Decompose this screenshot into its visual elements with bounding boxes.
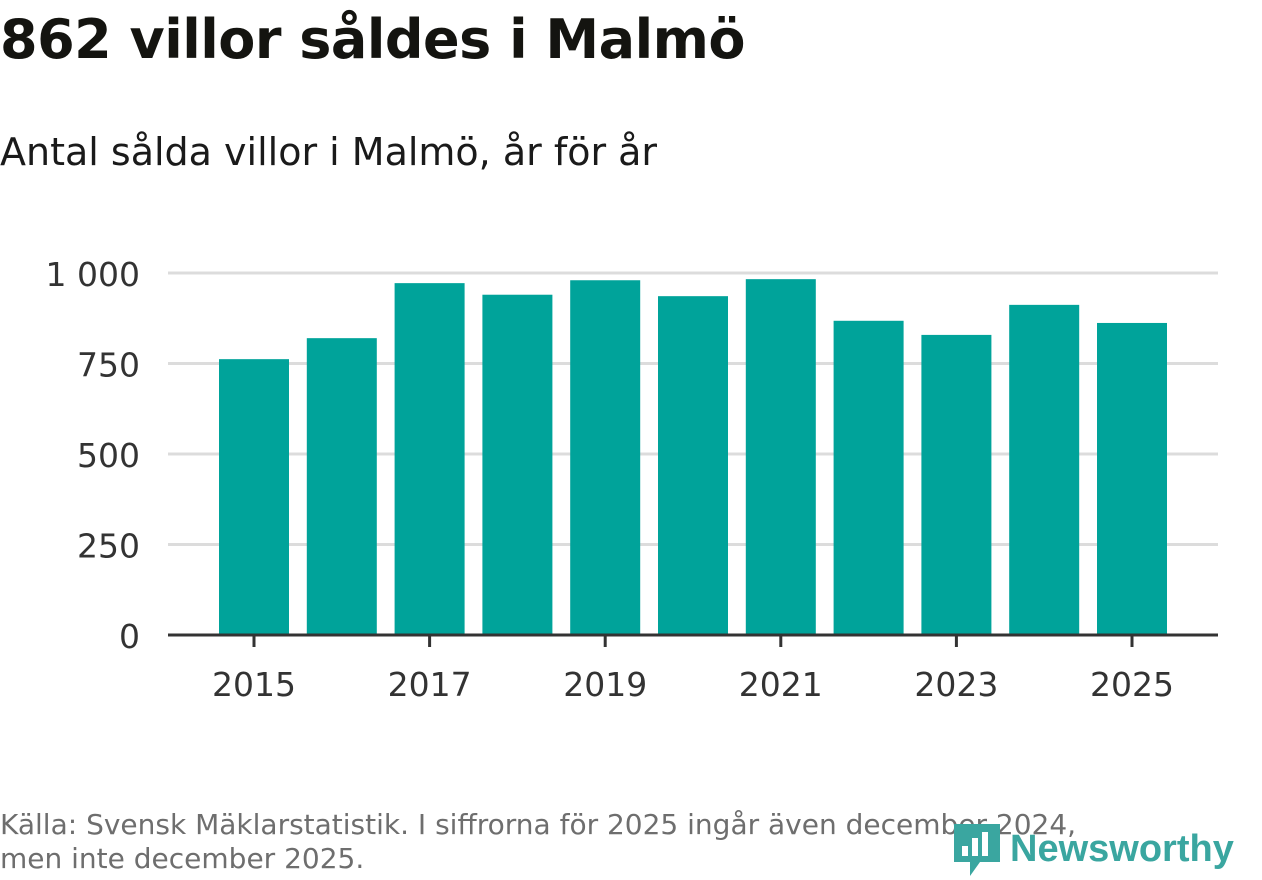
y-tick-label: 1 000 [46, 255, 140, 294]
bar-2017 [394, 283, 465, 635]
y-tick-label: 0 [119, 617, 140, 656]
x-tick-label: 2023 [914, 665, 998, 704]
brand-name: Newsworthy [1010, 827, 1234, 870]
bar-2024 [1009, 304, 1080, 635]
x-tick-label: 2017 [388, 665, 472, 704]
bar-2015 [219, 359, 289, 635]
chart-title: 862 villor såldes i Malmö [0, 8, 745, 71]
bar-2016 [306, 338, 377, 635]
x-tick-label: 2015 [212, 665, 296, 704]
y-tick-label: 500 [77, 436, 140, 475]
bar-2022 [833, 320, 904, 635]
y-tick-label: 250 [77, 527, 140, 566]
chart-subtitle: Antal sålda villor i Malmö, år för år [0, 130, 658, 174]
bar-chart: 0 250 500 750 1 000 2015 2017 2019 2021 2023 2025 [46, 255, 1218, 704]
bar-2023 [921, 334, 992, 635]
bar-2018 [482, 294, 553, 635]
y-tick-label: 750 [77, 346, 140, 385]
x-tick-label: 2025 [1090, 665, 1174, 704]
bar-2021 [745, 279, 816, 635]
x-tick-label: 2019 [563, 665, 647, 704]
bar-2025 [1097, 322, 1167, 635]
source-line-2: men inte december 2025. [0, 842, 365, 875]
bar-2020 [658, 296, 728, 635]
x-tick-label: 2021 [739, 665, 823, 704]
source-line-1: Källa: Svensk Mäklarstatistik. I siffror… [0, 808, 1077, 841]
bar-2019 [570, 280, 641, 635]
newsworthy-logo-icon [954, 824, 1000, 876]
brand-logo: Newsworthy [950, 818, 1234, 880]
source-note: Källa: Svensk Mäklarstatistik. I siffror… [0, 808, 1190, 876]
